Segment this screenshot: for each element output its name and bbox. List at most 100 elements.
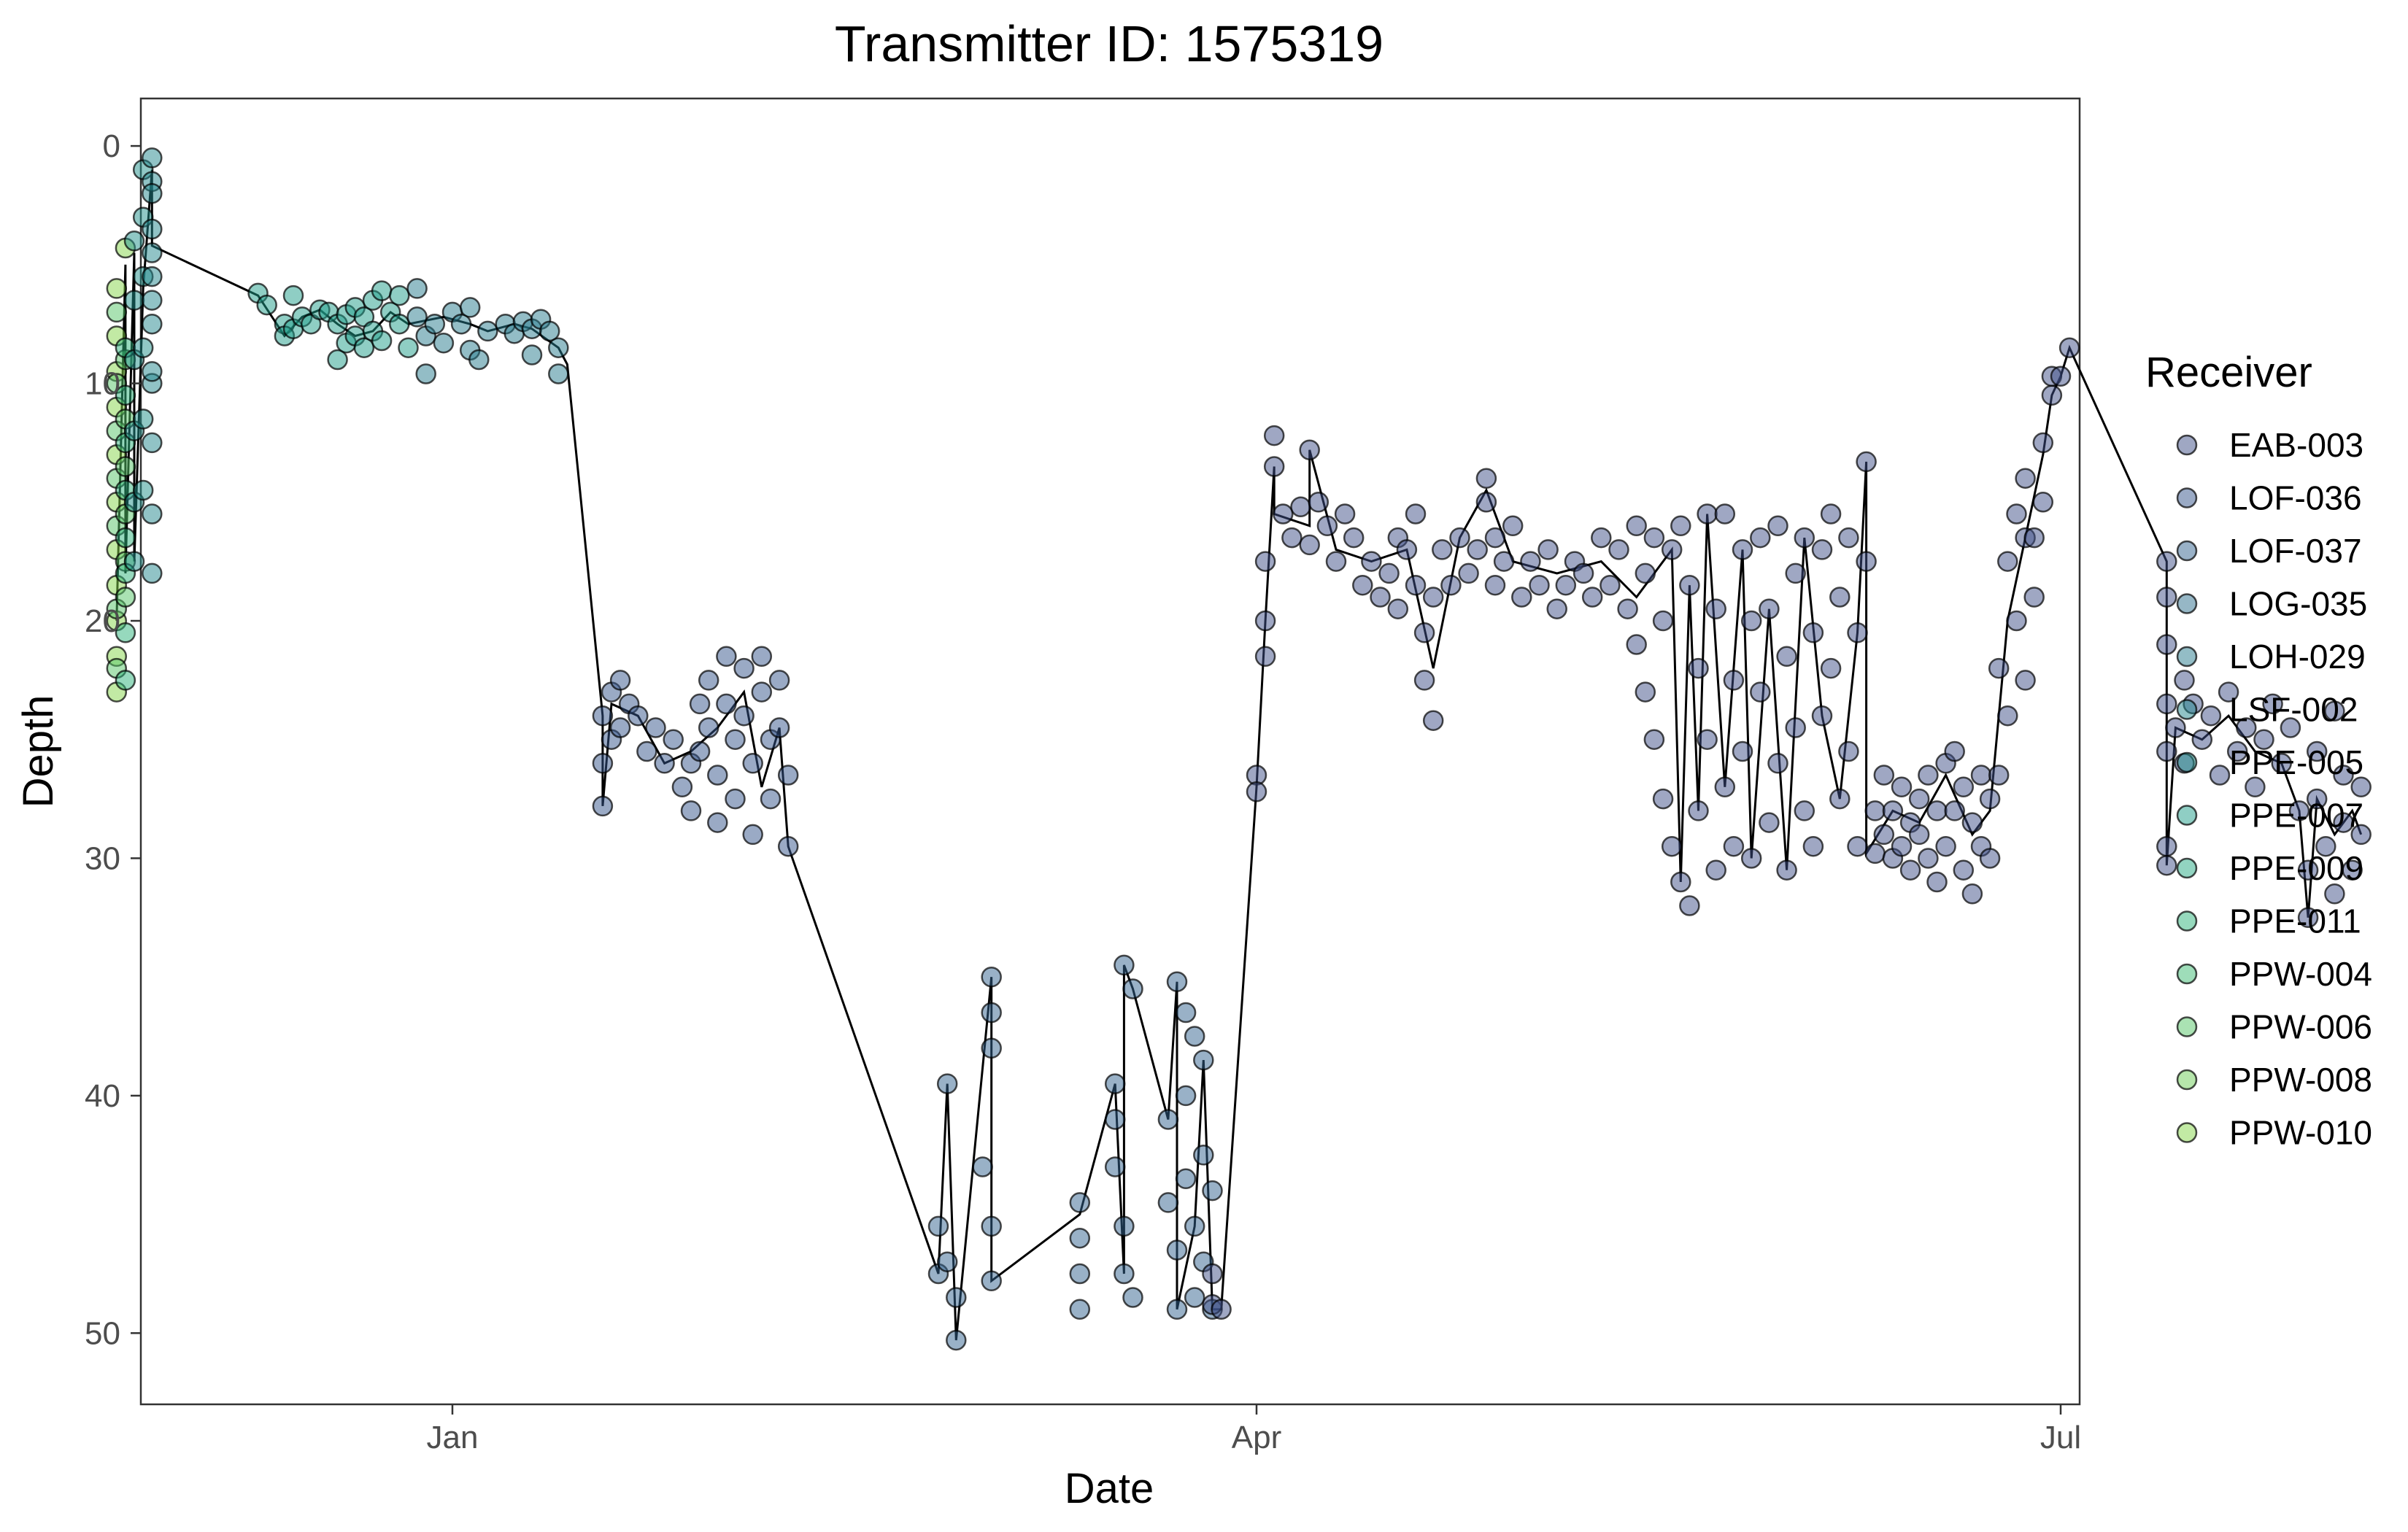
data-point: [1608, 539, 1629, 560]
data-point: [424, 313, 446, 335]
data-point: [981, 1037, 1002, 1059]
y-tick-label: 30: [85, 840, 120, 876]
data-point: [1935, 835, 1956, 857]
data-point: [2032, 492, 2054, 513]
data-point: [2041, 384, 2063, 406]
data-point: [1988, 765, 2010, 786]
data-point: [142, 218, 163, 240]
data-point: [1856, 551, 1877, 572]
data-point: [1908, 788, 1930, 810]
data-point: [1697, 729, 1718, 750]
legend-swatch: [2176, 1016, 2198, 1037]
data-point: [1166, 1239, 1188, 1261]
data-point: [1440, 574, 1462, 596]
data-point: [1979, 788, 2001, 810]
data-point: [1122, 978, 1143, 999]
data-point: [671, 776, 693, 798]
data-point: [1069, 1192, 1091, 1213]
data-point: [2271, 753, 2292, 774]
data-point: [1714, 776, 1736, 798]
data-point: [2262, 693, 2283, 715]
data-point: [1422, 587, 1444, 608]
data-point: [751, 681, 773, 703]
data-point: [1705, 598, 1726, 619]
y-axis: 0 10 20 30 40 50: [85, 128, 141, 1351]
data-point: [2191, 729, 2213, 750]
data-point: [1891, 776, 1913, 798]
data-point: [698, 717, 719, 738]
legend-swatch: [2176, 540, 2198, 562]
data-point: [981, 966, 1002, 988]
data-point: [2342, 859, 2363, 881]
data-point: [2050, 365, 2072, 387]
data-point: [1864, 843, 1886, 864]
data-point: [742, 753, 763, 774]
data-point: [2209, 765, 2231, 786]
data-point: [1785, 562, 1806, 584]
data-point: [1838, 740, 1859, 762]
data-point: [1732, 539, 1753, 560]
data-point: [142, 503, 163, 525]
chart-title: Transmitter ID: 1575319: [835, 15, 1384, 72]
data-point: [142, 290, 163, 311]
data-point: [1732, 740, 1753, 762]
data-point: [1661, 835, 1683, 857]
data-point: [1572, 562, 1594, 584]
data-point: [1811, 705, 1833, 727]
data-point: [1961, 883, 1983, 905]
data-point: [2023, 587, 2045, 608]
data-point: [654, 753, 675, 774]
data-point: [1820, 657, 1842, 679]
legend-label: PPW-004: [2229, 955, 2372, 993]
data-point: [1688, 657, 1709, 679]
data-point: [1405, 503, 1427, 525]
legend-entry: PPW-010: [2176, 1114, 2372, 1152]
data-point: [1714, 503, 1736, 525]
legend-label: LSF-002: [2229, 691, 2358, 729]
data-point: [1475, 492, 1497, 513]
data-point: [1953, 859, 1975, 881]
data-point: [663, 729, 684, 750]
legend-label: PPW-010: [2229, 1114, 2372, 1152]
data-point: [1378, 562, 1400, 584]
data-point: [1944, 740, 1965, 762]
legend-entry: PPE-011: [2176, 902, 2361, 940]
data-point: [1157, 1109, 1179, 1130]
data-point: [2032, 432, 2054, 454]
data-point: [132, 337, 154, 358]
data-point: [2333, 765, 2354, 786]
data-point: [1635, 562, 1656, 584]
legend-entry: PPW-004: [2176, 955, 2372, 993]
data-point: [1246, 781, 1267, 802]
data-point: [1926, 800, 1948, 821]
data-point: [1396, 539, 1418, 560]
data-point: [450, 313, 472, 335]
data-point: [1697, 503, 1718, 525]
legend-label: PPE-009: [2229, 849, 2363, 887]
data-point: [142, 562, 163, 584]
legend-swatch: [2176, 857, 2198, 879]
data-point: [1776, 859, 1797, 881]
data-point: [1652, 610, 1674, 632]
data-point: [282, 285, 304, 306]
y-tick-label: 0: [103, 128, 120, 164]
data-point: [1157, 1192, 1179, 1213]
data-point: [142, 182, 163, 204]
data-point: [716, 693, 737, 715]
data-point: [1069, 1263, 1091, 1285]
legend-label: LOH-029: [2229, 638, 2366, 676]
data-point: [1193, 1145, 1214, 1166]
data-point: [106, 301, 128, 323]
data-point: [406, 306, 428, 328]
legend-label: LOF-036: [2229, 479, 2362, 517]
data-point: [398, 337, 419, 358]
plot-panel: [139, 97, 2081, 1406]
data-point: [1537, 539, 1559, 560]
data-point: [2165, 717, 2186, 738]
data-point: [1555, 574, 1577, 596]
data-point: [1723, 835, 1745, 857]
data-point: [1776, 646, 1797, 668]
data-point: [1254, 610, 1276, 632]
data-point: [946, 1329, 967, 1351]
data-point: [1202, 1180, 1223, 1202]
